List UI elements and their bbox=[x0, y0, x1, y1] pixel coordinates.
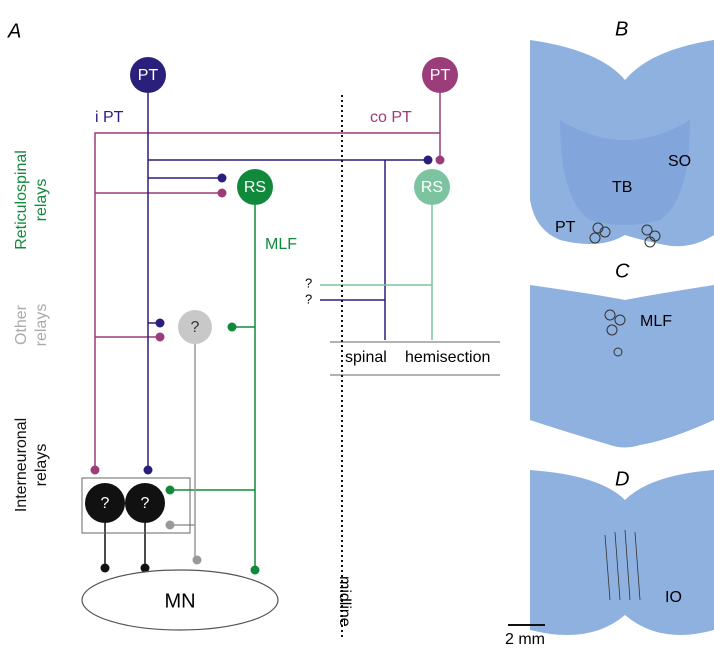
side-label: relays bbox=[33, 179, 50, 222]
node-label: RS bbox=[244, 179, 266, 196]
node bbox=[85, 483, 125, 523]
node-label: MN bbox=[164, 590, 195, 612]
path-label: MLF bbox=[265, 236, 297, 253]
node bbox=[81, 569, 279, 631]
region-label: TB bbox=[612, 179, 632, 196]
path-label: ? bbox=[305, 291, 312, 306]
path-label: ? bbox=[305, 275, 312, 290]
node-label: PT bbox=[430, 67, 451, 84]
node bbox=[422, 57, 458, 93]
region-label: MLF bbox=[640, 313, 672, 330]
node bbox=[178, 310, 212, 344]
node bbox=[130, 57, 166, 93]
node-label: PT bbox=[138, 67, 159, 84]
nodes: PT PT RS RS ? ? ? MN bbox=[81, 57, 458, 631]
tissue-section bbox=[530, 470, 714, 635]
side-label: Interneuronal bbox=[13, 418, 30, 512]
node bbox=[125, 483, 165, 523]
side-label: Other bbox=[13, 304, 30, 345]
side-label: Reticulospinal bbox=[13, 150, 30, 250]
path-label: co PT bbox=[370, 109, 412, 126]
scale-label: 2 mm bbox=[505, 631, 545, 648]
region-label: SO bbox=[668, 153, 691, 170]
midline-label: midline bbox=[336, 576, 353, 627]
panel-label: B bbox=[615, 18, 628, 40]
panel-label: D bbox=[615, 468, 629, 490]
region-label: IO bbox=[665, 589, 682, 606]
region-label: PT bbox=[555, 219, 576, 236]
path-label: i PT bbox=[95, 109, 124, 126]
lesion-label: hemisection bbox=[405, 349, 490, 366]
node-label: ? bbox=[191, 319, 200, 336]
side-label: relays bbox=[33, 444, 50, 487]
node-label: RS bbox=[421, 179, 443, 196]
node bbox=[237, 169, 273, 205]
node-label: ? bbox=[141, 495, 150, 512]
panel-label: A bbox=[7, 20, 21, 42]
side-label: relays bbox=[33, 304, 50, 347]
panel-label: C bbox=[615, 260, 630, 282]
node bbox=[414, 169, 450, 205]
tissue-section bbox=[530, 285, 714, 448]
lesion-label: spinal bbox=[345, 349, 387, 366]
node-label: ? bbox=[101, 495, 110, 512]
